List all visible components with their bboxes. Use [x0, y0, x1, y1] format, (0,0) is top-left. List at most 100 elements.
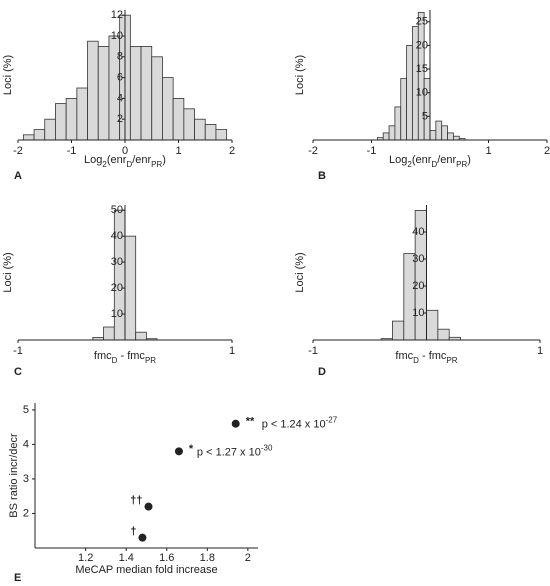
- bar: [97, 46, 110, 141]
- y-tick-label: 15: [416, 63, 428, 75]
- label-part: D: [431, 160, 437, 169]
- y-tick-label: 4: [117, 92, 123, 104]
- x-tick-label: 1.6: [159, 552, 174, 564]
- label-part: - fmc: [419, 350, 447, 362]
- bar: [194, 118, 206, 141]
- bar: [441, 125, 448, 141]
- point-label: †: [130, 526, 136, 538]
- label-part: D: [413, 356, 419, 365]
- y-tick-label: 10: [111, 308, 123, 320]
- bar: [44, 118, 56, 141]
- bar: [215, 129, 228, 141]
- y-tick-label: 5: [422, 110, 428, 122]
- y-tick-label: 6: [117, 72, 123, 84]
- bar: [382, 132, 390, 141]
- y-tick-label: 5: [23, 404, 29, 416]
- y-axis-label: Loci (%): [294, 55, 306, 95]
- x-tick-label: 1: [537, 345, 543, 357]
- bar: [172, 98, 185, 141]
- y-axis-label: Loci (%): [2, 252, 14, 292]
- x-tick-label: 2: [245, 552, 251, 564]
- label-part: 2: [407, 160, 412, 169]
- label-part: /enr: [132, 154, 151, 166]
- bar: [400, 78, 407, 141]
- label-part: (enr: [412, 154, 432, 166]
- x-tick-label: -2: [13, 145, 23, 157]
- y-tick-label: 20: [416, 39, 428, 51]
- p-text: p < 1.24 x 10: [262, 419, 326, 431]
- y-tick-label: 40: [412, 226, 424, 238]
- label-part: Log: [84, 154, 102, 166]
- bar: [394, 106, 402, 141]
- bar: [129, 46, 142, 141]
- bar: [204, 124, 217, 141]
- y-tick-label: 2: [117, 113, 123, 125]
- p-value: p < 1.24 x 10-27: [262, 415, 338, 430]
- p-exponent: -30: [261, 443, 273, 452]
- point: [138, 533, 147, 542]
- label-part: Log: [389, 154, 407, 166]
- x-tick-label: -1: [308, 345, 318, 357]
- point-label: ††: [130, 494, 142, 506]
- bar: [103, 326, 115, 341]
- bar: [388, 125, 396, 141]
- x-tick-label: 1: [175, 145, 181, 157]
- bar: [22, 134, 35, 141]
- y-axis-label: BS ratio incr/decr: [8, 433, 20, 518]
- y-tick-label: 10: [412, 307, 424, 319]
- point: [144, 502, 153, 511]
- x-tick-label: -1: [13, 345, 23, 357]
- y-tick-label: 10: [111, 30, 123, 42]
- x-axis-label: Log2(enrD/enrPR): [84, 154, 166, 169]
- label-part: fmc: [395, 350, 413, 362]
- bar: [87, 40, 99, 141]
- y-tick-label: 8: [117, 51, 123, 63]
- x-axis-label: fmcD - fmcPR: [94, 350, 156, 365]
- bar: [124, 235, 137, 341]
- y-tick-label: 4: [23, 438, 29, 450]
- label-part: /enr: [437, 154, 456, 166]
- y-tick-label: 3: [23, 473, 29, 485]
- bar: [162, 77, 174, 141]
- x-tick-label: 1: [485, 145, 491, 157]
- point: [174, 447, 183, 456]
- y-tick-label: 50: [111, 204, 123, 216]
- bar: [452, 135, 460, 141]
- bar: [33, 129, 46, 141]
- y-tick-label: 20: [111, 282, 123, 294]
- bar: [135, 331, 147, 341]
- label-part: 2: [102, 160, 107, 169]
- bar: [429, 130, 437, 141]
- label-part: PR: [151, 160, 162, 169]
- bar: [406, 45, 413, 141]
- x-tick-label: -1: [367, 145, 377, 157]
- y-axis-label: Loci (%): [294, 252, 306, 292]
- x-tick-label: 2: [229, 145, 235, 157]
- p-value: p < 1.27 x 10-30: [197, 443, 273, 458]
- label-part: PR: [145, 356, 156, 365]
- p-exponent: -27: [326, 415, 338, 424]
- y-tick-label: 30: [412, 253, 424, 265]
- point: [231, 419, 240, 428]
- panel-letter: A: [14, 170, 22, 182]
- y-tick-label: 25: [416, 16, 428, 28]
- x-tick-label: 1.4: [119, 552, 134, 564]
- point-label: *: [189, 443, 194, 455]
- p-text: p < 1.27 x 10: [197, 446, 261, 458]
- bar: [447, 132, 454, 141]
- y-tick-label: 30: [111, 256, 123, 268]
- y-tick-label: 40: [111, 230, 123, 242]
- y-axis-label: Loci (%): [2, 55, 14, 95]
- x-axis-label: MeCAP median fold increase: [75, 564, 217, 576]
- panel-letter: C: [14, 366, 22, 378]
- y-tick-label: 12: [111, 9, 123, 21]
- bar: [437, 328, 450, 341]
- label-part: (enr: [107, 154, 127, 166]
- y-tick-label: 2: [23, 507, 29, 519]
- panel-letter: B: [318, 170, 326, 182]
- label-part: PR: [446, 356, 457, 365]
- label-part: - fmc: [117, 350, 145, 362]
- panel-letter: D: [318, 366, 326, 378]
- x-tick-label: -1: [67, 145, 77, 157]
